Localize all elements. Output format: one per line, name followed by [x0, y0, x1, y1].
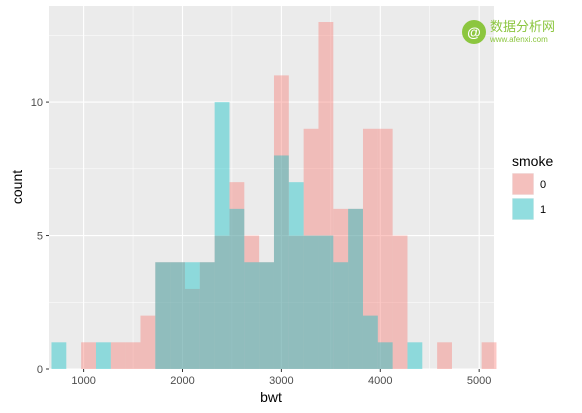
legend-key-1 — [512, 198, 534, 220]
y-tick-label: 10 — [31, 97, 43, 109]
plot-panel — [49, 6, 494, 369]
bar-smoke-1 — [362, 315, 378, 369]
bar-smoke-1 — [377, 342, 393, 369]
bar-smoke-1 — [244, 262, 260, 369]
bar-smoke-1 — [170, 262, 185, 369]
bar-smoke-0 — [140, 315, 156, 369]
bar-smoke-1 — [95, 342, 111, 369]
bar-smoke-1 — [348, 208, 363, 369]
y-tick-label: 5 — [37, 231, 43, 243]
bar-smoke-0 — [318, 22, 334, 369]
y-axis-ticks: 0 5 10 — [31, 97, 49, 376]
legend-label-1: 1 — [540, 204, 546, 216]
bar-smoke-0 — [437, 342, 452, 369]
legend-title: smoke — [512, 153, 553, 169]
bar-smoke-0 — [125, 342, 141, 369]
bar-smoke-1 — [51, 342, 67, 369]
legend-key-0 — [512, 173, 534, 195]
bar-smoke-0 — [333, 208, 349, 369]
bar-smoke-0 — [259, 262, 274, 369]
legend-label-0: 0 — [540, 179, 546, 191]
bar-smoke-1 — [333, 262, 349, 369]
y-tick-label: 0 — [37, 364, 43, 376]
x-tick-label: 3000 — [269, 375, 293, 387]
watermark-logo-icon — [462, 20, 486, 44]
histogram-bars — [51, 22, 497, 370]
watermark-cn-text: 数据分析网 — [490, 20, 555, 35]
bar-smoke-0 — [155, 262, 171, 369]
bar-smoke-0 — [377, 128, 393, 369]
bar-smoke-0 — [229, 182, 245, 369]
watermark: @ 数据分析网 www.afenxi.com — [462, 20, 555, 44]
bar-smoke-1 — [214, 102, 230, 370]
bar-smoke-0 — [244, 235, 260, 369]
bar-smoke-1 — [288, 182, 304, 369]
legend-swatch-0 — [512, 173, 534, 195]
bar-smoke-1 — [407, 342, 423, 369]
bar-smoke-0 — [170, 262, 185, 369]
watermark-logo-symbol: @ — [467, 24, 481, 40]
bar-smoke-0 — [110, 342, 126, 369]
bar-smoke-1 — [155, 262, 171, 369]
bar-smoke-0 — [199, 262, 215, 369]
x-tick-label: 5000 — [467, 375, 491, 387]
bar-smoke-0 — [303, 128, 319, 369]
bar-smoke-0 — [288, 235, 304, 369]
grid-lines — [49, 6, 494, 370]
x-axis-ticks: 1000 2000 3000 4000 5000 — [71, 369, 491, 387]
bar-smoke-1 — [259, 262, 274, 369]
x-tick-label: 2000 — [170, 375, 194, 387]
watermark-url: www.afenxi.com — [489, 35, 548, 44]
bar-smoke-1 — [229, 208, 245, 369]
bar-smoke-0 — [481, 342, 497, 369]
bar-smoke-0 — [362, 128, 378, 369]
bar-smoke-1 — [303, 235, 319, 369]
bar-smoke-1 — [318, 235, 334, 369]
legend-swatch-1 — [512, 198, 534, 220]
bar-smoke-1 — [199, 262, 215, 369]
bar-smoke-1 — [184, 262, 200, 369]
bar-smoke-0 — [81, 342, 96, 369]
x-tick-label: 1000 — [71, 375, 95, 387]
bar-smoke-0 — [348, 208, 363, 369]
bar-smoke-1 — [273, 155, 289, 369]
legend: smoke 0 1 — [512, 153, 553, 220]
x-axis-title: bwt — [260, 389, 282, 405]
bar-smoke-0 — [184, 288, 200, 369]
bar-smoke-0 — [392, 235, 408, 369]
bar-smoke-0 — [214, 235, 230, 369]
bar-smoke-0 — [273, 75, 289, 369]
y-axis-title: count — [9, 170, 25, 204]
x-tick-label: 4000 — [368, 375, 392, 387]
